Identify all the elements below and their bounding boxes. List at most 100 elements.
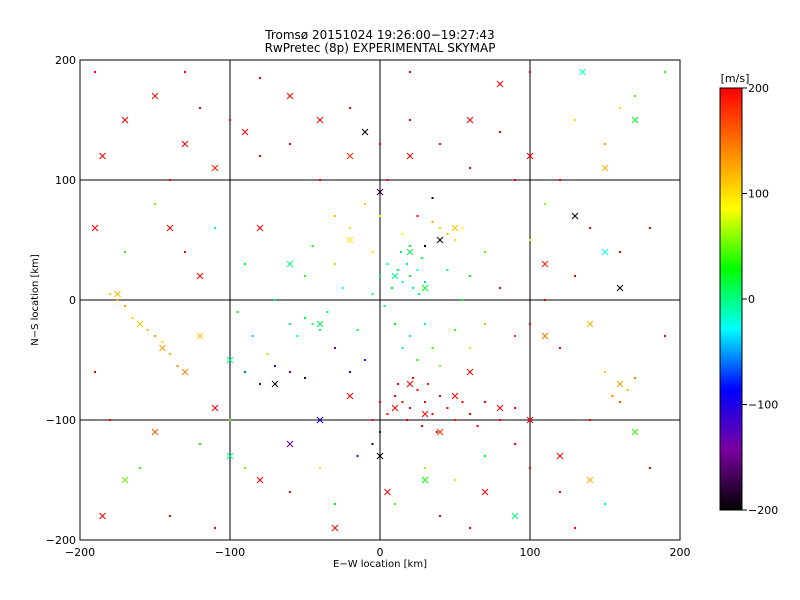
data-point-dot: [349, 371, 351, 373]
data-point-dot: [386, 179, 389, 181]
data-point-dot: [484, 401, 486, 403]
data-point-dot: [341, 287, 344, 289]
data-point-dot: [416, 215, 419, 217]
data-point-dot: [116, 299, 119, 301]
data-point-dot: [289, 143, 291, 145]
data-point-cross: [316, 320, 324, 328]
data-point-cross: [421, 284, 429, 292]
data-point-dot: [421, 257, 423, 259]
data-point-cross: [331, 524, 339, 532]
data-point-dot: [619, 383, 621, 385]
data-point-dot: [326, 311, 329, 313]
data-point-dot: [499, 131, 501, 133]
data-point-dot: [418, 293, 420, 295]
data-point-dot: [109, 293, 111, 295]
data-point-dot: [416, 389, 419, 391]
data-point-dot: [484, 455, 486, 457]
data-point-dot: [514, 179, 516, 181]
data-point-dot: [446, 233, 449, 235]
data-point-dot: [544, 299, 546, 301]
data-point-dot: [391, 287, 393, 289]
data-point-dot: [574, 119, 576, 121]
data-point-cross: [436, 236, 444, 244]
data-point-dot: [461, 227, 464, 229]
data-point-cross: [136, 320, 144, 328]
data-point-cross: [421, 410, 429, 418]
data-point-cross: [384, 488, 391, 496]
data-point-cross: [159, 344, 166, 352]
data-point-cross: [256, 224, 264, 232]
data-point-dot: [139, 467, 141, 469]
data-point-dot: [619, 401, 621, 403]
data-point-dot: [409, 335, 411, 337]
data-point-dot: [356, 455, 359, 457]
data-point-cross: [586, 320, 594, 328]
data-point-dot: [574, 275, 576, 277]
data-point-dot: [461, 401, 464, 403]
data-point-dot: [544, 203, 546, 205]
data-point-dot: [199, 443, 201, 445]
data-point-dot: [184, 71, 186, 73]
data-point-dot: [559, 347, 561, 349]
data-point-dot: [229, 119, 231, 121]
data-point-dot: [394, 395, 396, 397]
data-point-cross: [526, 152, 534, 160]
data-point-dot: [349, 227, 351, 229]
data-point-cross: [121, 116, 129, 124]
data-point-dot: [604, 371, 606, 373]
data-point-dot: [379, 401, 381, 403]
data-point-dot: [469, 527, 471, 529]
data-point-cross: [631, 116, 639, 124]
data-point-dot: [124, 305, 126, 307]
data-point-dot: [304, 317, 306, 319]
data-point-dot: [244, 263, 246, 265]
x-tick-label: 100: [520, 546, 541, 559]
data-point-dot: [394, 275, 396, 277]
grid-lines: [80, 60, 680, 540]
data-point-dot: [401, 233, 404, 235]
data-point-dot: [439, 365, 441, 367]
data-point-dot: [514, 407, 516, 409]
data-point-dot: [394, 503, 396, 505]
data-point-dot: [311, 323, 314, 325]
data-point-dot: [454, 329, 456, 331]
data-point-dot: [236, 311, 239, 313]
y-tick-label: 100: [55, 174, 76, 187]
data-point-dot: [229, 419, 231, 421]
data-point-dot: [371, 419, 374, 421]
data-point-cross: [346, 392, 354, 400]
data-point-dot: [514, 335, 516, 337]
data-point-dot: [94, 71, 96, 73]
data-point-dot: [406, 263, 408, 265]
data-point-dot: [371, 293, 374, 295]
data-point-cross: [579, 68, 586, 76]
x-tick-label: 0: [377, 546, 384, 559]
data-point-dot: [634, 377, 636, 379]
data-point-dot: [244, 467, 246, 469]
data-point-cross: [121, 476, 129, 484]
data-point-dot: [439, 515, 441, 517]
data-point-cross: [361, 128, 369, 136]
data-point-dot: [199, 107, 201, 109]
data-point-dot: [214, 527, 216, 529]
data-point-dot: [589, 419, 591, 421]
data-point-cross: [541, 332, 549, 340]
data-point-dot: [424, 323, 426, 325]
colorbar-tick-label: 0: [748, 293, 755, 306]
data-point-dot: [289, 491, 291, 493]
data-point-cross: [541, 260, 549, 268]
data-point-dot: [469, 347, 471, 349]
data-point-dot: [436, 431, 438, 433]
data-point-dot: [409, 407, 411, 409]
colorbar-tick-label: 100: [748, 188, 769, 201]
data-point-dot: [319, 179, 321, 181]
data-point-dot: [124, 251, 126, 253]
data-point-dot: [401, 281, 404, 283]
data-point-dot: [334, 347, 336, 349]
data-point-cross: [316, 116, 324, 124]
data-point-dot: [244, 371, 246, 373]
data-point-dot: [304, 377, 306, 379]
data-point-dot: [529, 323, 531, 325]
data-point-dot: [469, 275, 471, 277]
